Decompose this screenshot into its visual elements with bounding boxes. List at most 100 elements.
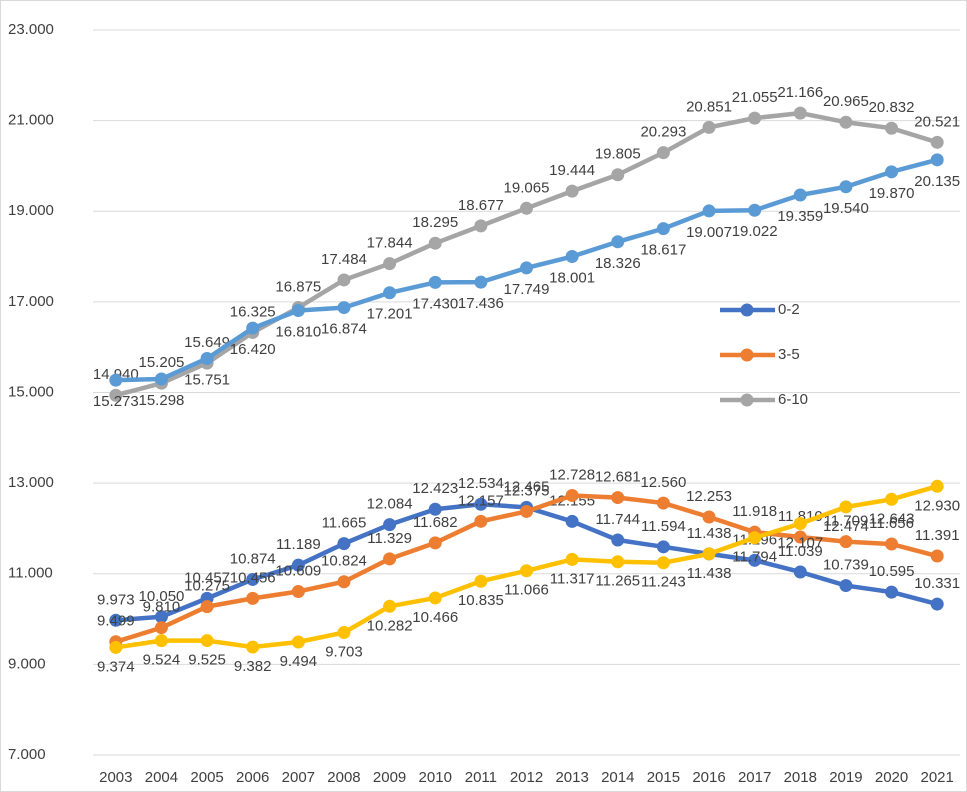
data-point	[383, 599, 397, 613]
x-tick-label: 2010	[419, 769, 452, 786]
data-label: 9.525	[188, 652, 226, 669]
data-point	[291, 303, 305, 317]
data-label: 12.534	[458, 475, 504, 492]
data-point	[474, 219, 488, 233]
data-point	[793, 106, 807, 120]
y-tick-label: 21.000	[8, 112, 54, 129]
legend-label: 3-5	[778, 346, 800, 363]
data-point	[520, 504, 533, 518]
data-point	[611, 235, 625, 249]
data-point	[154, 610, 168, 624]
data-label: 9.494	[280, 653, 318, 670]
data-label: 17.201	[367, 306, 413, 323]
data-label: 9.374	[97, 658, 135, 675]
data-label: 11.391	[915, 527, 960, 544]
data-point	[474, 497, 488, 511]
x-tick-label: 2016	[692, 769, 725, 786]
data-point	[154, 621, 168, 635]
data-point	[565, 552, 579, 566]
data-label: 12.643	[869, 510, 915, 527]
data-label: 15.649	[184, 334, 230, 351]
data-point	[885, 537, 899, 551]
x-tick-label: 2020	[875, 769, 908, 786]
data-point	[154, 372, 168, 386]
data-label: 11.317	[550, 570, 595, 587]
data-label: 11.594	[641, 518, 686, 535]
data-label: 19.870	[869, 185, 915, 202]
data-label: 10.457	[184, 569, 230, 586]
data-point	[885, 585, 899, 599]
data-label: 15.273	[93, 393, 139, 410]
data-point	[200, 634, 214, 648]
data-point	[656, 556, 670, 570]
data-label: 20.965	[823, 93, 869, 110]
data-point	[611, 168, 625, 182]
data-point	[565, 184, 579, 198]
y-tick-label: 9.000	[8, 655, 46, 672]
data-point	[611, 491, 625, 505]
data-label: 11.066	[504, 582, 549, 599]
legend-marker	[740, 393, 754, 407]
data-label: 10.466	[412, 609, 458, 626]
data-point	[520, 201, 533, 215]
data-label: 11.794	[732, 549, 777, 566]
data-point	[246, 640, 260, 654]
data-point	[383, 552, 397, 566]
data-label: 11.039	[778, 543, 823, 560]
data-point	[885, 165, 899, 179]
x-tick-label: 2006	[236, 769, 269, 786]
data-point	[109, 613, 123, 627]
data-point	[656, 540, 670, 554]
data-label: 10.874	[230, 550, 276, 567]
data-point	[656, 496, 670, 510]
data-label: 11.243	[641, 574, 686, 591]
data-point	[839, 115, 853, 129]
x-tick-label: 2018	[784, 769, 817, 786]
data-label: 11.656	[869, 515, 914, 532]
data-point	[337, 575, 351, 589]
data-label: 9.973	[97, 591, 135, 608]
data-point	[748, 203, 762, 217]
data-label: 9.524	[143, 652, 181, 669]
data-point	[109, 388, 123, 402]
data-label: 16.420	[230, 341, 276, 358]
data-point	[930, 597, 944, 611]
data-point	[930, 549, 944, 563]
data-label: 12.560	[640, 474, 686, 491]
y-tick-label: 11.000	[8, 565, 53, 582]
data-point	[246, 321, 260, 335]
data-point	[565, 488, 579, 502]
data-point	[748, 553, 762, 567]
data-point	[839, 180, 853, 194]
data-point	[383, 257, 397, 271]
data-label: 16.325	[230, 303, 276, 320]
data-point	[474, 275, 488, 289]
data-point	[428, 591, 442, 605]
data-label: 10.282	[367, 617, 413, 634]
data-label: 19.022	[732, 223, 778, 240]
data-label: 11.265	[595, 573, 640, 590]
data-point	[383, 286, 397, 300]
data-label: 21.166	[777, 84, 823, 101]
data-point	[702, 547, 716, 561]
data-label: 12.157	[458, 492, 504, 509]
y-tick-label: 13.000	[8, 474, 54, 491]
data-label: 10.050	[139, 588, 185, 605]
data-point	[930, 479, 944, 493]
data-point	[474, 514, 488, 528]
data-label: 10.456	[230, 569, 276, 586]
data-label: 17.484	[321, 251, 367, 268]
data-label: 9.703	[325, 643, 363, 660]
data-label: 10.824	[321, 553, 367, 570]
x-tick-label: 2009	[373, 769, 406, 786]
data-label: 16.875	[275, 279, 321, 296]
legend-marker	[740, 348, 754, 362]
data-label: 12.107	[777, 535, 823, 552]
data-point	[611, 555, 625, 569]
data-point	[793, 188, 807, 202]
data-point	[291, 558, 305, 572]
data-point	[337, 273, 351, 287]
data-label: 15.205	[139, 354, 185, 371]
data-point	[428, 502, 442, 516]
